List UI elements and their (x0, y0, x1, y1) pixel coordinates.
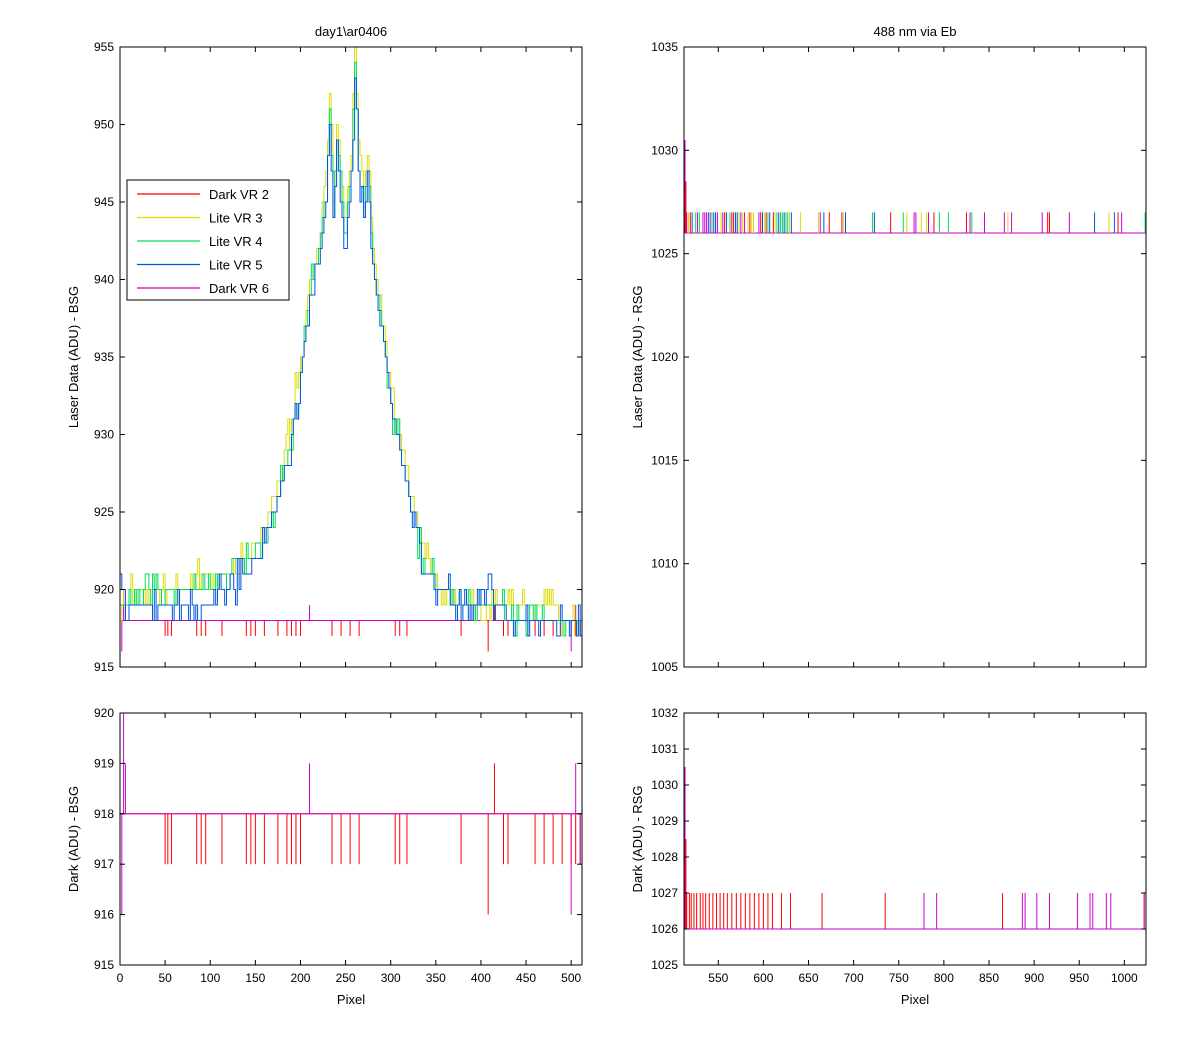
y-tick-label: 918 (94, 807, 114, 821)
legend-label: Dark VR 2 (209, 187, 269, 202)
bottom-right-plot: 1025 1026 1027 1028 1029 1030 1031 1032 550 600 65… (630, 706, 1147, 1007)
y-axis-label: Dark (ADU) - BSG (66, 786, 81, 892)
y-tick-label: 915 (94, 958, 114, 972)
x-tick-label: 300 (381, 971, 401, 985)
y-tick-label: 1030 (651, 143, 678, 157)
legend-label: Dark VR 6 (209, 281, 269, 296)
legend-entry: Dark VR 6 (137, 281, 269, 296)
y-tick-label: 925 (94, 505, 114, 519)
x-tick-label: 250 (336, 971, 356, 985)
y-tick-label: 1015 (651, 453, 678, 467)
series-group (120, 47, 582, 652)
y-tick-label: 1035 (651, 40, 678, 54)
legend: Dark VR 2 Lite VR 3 Lite VR 4 Lite VR 5 Dark… (126, 179, 290, 301)
x-tick-label: 700 (844, 971, 864, 985)
plot-area (684, 713, 1146, 965)
x-tick-label: 850 (979, 971, 999, 985)
plot-area (120, 47, 582, 667)
x-tick-label: 400 (471, 971, 491, 985)
legend-label: Lite VR 3 (209, 211, 262, 226)
y-tick-label: 945 (94, 195, 114, 209)
legend-box (126, 179, 290, 301)
y-tick-label: 915 (94, 660, 114, 674)
x-tick-label: 650 (799, 971, 819, 985)
axes-frame (683, 712, 1147, 966)
y-tick-label: 916 (94, 908, 114, 922)
y-tick-label: 1031 (651, 742, 678, 756)
plot-area (684, 47, 1146, 667)
x-tick-label: 350 (426, 971, 446, 985)
x-tick-label: 750 (889, 971, 909, 985)
top-left-plot: 915 920 925 930 935 940 945 950 955 Laser Data (A… (66, 40, 583, 674)
left-plot-title: day1\ar0406 (315, 24, 387, 39)
y-axis-label: Laser Data (ADU) - BSG (66, 286, 81, 428)
bottom-left-plot: 915 916 917 918 919 920 0 50 100 150 200 250 300 350 4… (66, 706, 583, 1007)
y-tick-label: 1010 (651, 557, 678, 571)
y-tick-label: 1032 (651, 706, 678, 720)
x-axis-label: Pixel (901, 992, 929, 1007)
y-tick-label: 935 (94, 350, 114, 364)
x-axis-label: Pixel (337, 992, 365, 1007)
y-tick-label: 1027 (651, 886, 678, 900)
x-tick-label: 600 (753, 971, 773, 985)
y-tick-label: 1028 (651, 850, 678, 864)
x-tick-label: 500 (561, 971, 581, 985)
series-line-lite-vr-5 (120, 77, 582, 637)
y-tick-label: 1030 (651, 778, 678, 792)
x-tick-label: 800 (934, 971, 954, 985)
x-tick-label: 100 (200, 971, 220, 985)
plot-area (120, 713, 582, 965)
legend-entry: Lite VR 4 (137, 234, 262, 249)
y-axis-label: Dark (ADU) - RSG (630, 786, 645, 893)
x-tick-label: 900 (1024, 971, 1044, 985)
series-group (684, 767, 1146, 930)
x-tick-label: 150 (245, 971, 265, 985)
legend-entry: Lite VR 5 (137, 258, 262, 273)
y-tick-label: 1025 (651, 958, 678, 972)
y-tick-label: 920 (94, 583, 114, 597)
x-tick-label: 200 (290, 971, 310, 985)
series-group (120, 713, 582, 915)
x-tick-label: 450 (516, 971, 536, 985)
y-tick-label: 919 (94, 756, 114, 770)
x-tick-label: 550 (708, 971, 728, 985)
y-tick-label: 1020 (651, 350, 678, 364)
y-tick-label: 1029 (651, 814, 678, 828)
axes-frame (119, 712, 583, 966)
x-tick-label: 950 (1069, 971, 1089, 985)
y-tick-label: 1026 (651, 922, 678, 936)
y-tick-label: 950 (94, 118, 114, 132)
y-tick-label: 940 (94, 273, 114, 287)
series-group (684, 140, 1146, 234)
legend-entry: Lite VR 3 (137, 211, 262, 226)
x-tick-label: 0 (117, 971, 124, 985)
y-axis-label: Laser Data (ADU) - RSG (630, 285, 645, 428)
y-tick-label: 917 (94, 857, 114, 871)
legend-label: Lite VR 5 (209, 258, 262, 273)
legend-label: Lite VR 4 (209, 234, 262, 249)
y-tick-label: 920 (94, 706, 114, 720)
right-plot-title: 488 nm via Eb (873, 24, 956, 39)
y-tick-label: 930 (94, 428, 114, 442)
y-tick-label: 1025 (651, 247, 678, 261)
y-tick-label: 955 (94, 40, 114, 54)
y-tick-label: 1005 (651, 660, 678, 674)
x-tick-label: 50 (158, 971, 172, 985)
legend-entry: Dark VR 2 (137, 187, 269, 202)
x-tick-label: 1000 (1111, 971, 1138, 985)
top-right-plot: 1005 1010 1015 1020 1025 1030 1035 Laser Data (… (630, 40, 1147, 674)
